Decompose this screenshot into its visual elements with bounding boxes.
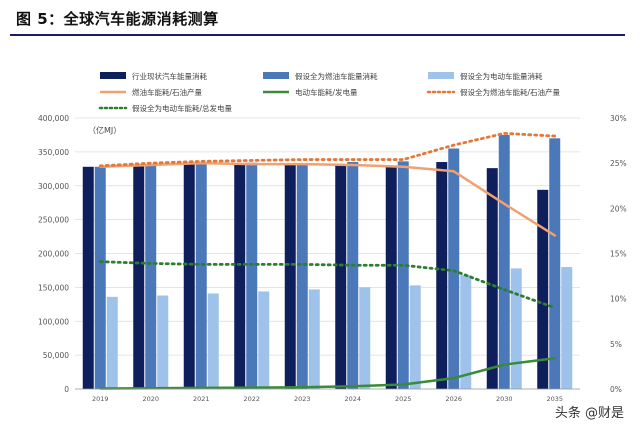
x-tick-label: 2026	[445, 395, 462, 403]
y2-tick-label: 25%	[610, 159, 627, 168]
bar	[385, 166, 397, 389]
bar	[94, 166, 106, 389]
x-tick-label: 2020	[142, 395, 159, 403]
bar	[234, 164, 246, 389]
legend-label: 电动车能耗/发电量	[295, 87, 358, 97]
bar	[510, 268, 522, 389]
y-tick-label: 400,000	[38, 114, 69, 123]
bar	[537, 189, 549, 389]
bar	[246, 162, 258, 389]
chart-legend: 行业现状汽车能量消耗 假设全为燃油车能量消耗 假设全为电动车能量消耗燃油车能耗/石油…	[98, 71, 561, 113]
legend-label: 假设全为电动车能耗/总发电量	[132, 103, 233, 113]
bar	[258, 291, 270, 389]
y-tick-label: 100,000	[38, 317, 69, 326]
series-line	[99, 357, 556, 390]
series-line	[98, 260, 557, 310]
bar	[106, 296, 118, 389]
bar	[82, 166, 94, 389]
bar	[207, 293, 219, 389]
bar	[460, 275, 472, 389]
y-tick-label: 350,000	[38, 148, 69, 157]
y-tick-label: 200,000	[38, 250, 69, 259]
bar	[409, 285, 421, 389]
watermark: 头条 @财是	[554, 406, 624, 421]
bar	[308, 289, 320, 389]
y-tick-label: 150,000	[38, 283, 69, 292]
legend-label: 假设全为电动车能量消耗	[460, 71, 543, 81]
y2-tick-label: 10%	[610, 295, 627, 304]
x-tick-label: 2022	[243, 395, 260, 403]
y-tick-label: 0	[64, 385, 69, 394]
bar	[296, 163, 308, 389]
legend-label: 行业现状汽车能量消耗	[132, 71, 207, 81]
legend-label: 假设全为燃油车能量消耗	[295, 71, 378, 81]
series-line	[99, 161, 556, 237]
legend-swatch	[100, 72, 126, 79]
chart-bars	[82, 134, 573, 389]
y2-tick-label: 30%	[610, 114, 627, 123]
bar	[133, 165, 145, 389]
legend-swatch	[263, 72, 289, 79]
y-tick-label: 50,000	[43, 351, 69, 360]
y2-tick-label: 15%	[610, 250, 627, 259]
bar	[284, 164, 296, 389]
x-tick-label: 2019	[92, 395, 109, 403]
bar	[157, 295, 169, 389]
y2-tick-label: 20%	[610, 204, 627, 213]
bar	[561, 267, 573, 389]
legend-swatch	[428, 72, 454, 79]
bar	[397, 161, 409, 389]
chart-axes: 0 50,000 100,000 150,000 200,000 250,000 300,0…	[38, 114, 627, 403]
y-tick-label: 250,000	[38, 216, 69, 225]
bar	[195, 162, 207, 389]
bar	[335, 165, 347, 389]
bar	[498, 134, 510, 389]
bar	[549, 138, 561, 389]
y2-tick-label: 5%	[610, 340, 622, 349]
y-tick-label: 300,000	[38, 182, 69, 191]
unit-label: （亿MJ）	[88, 125, 121, 135]
bar	[183, 164, 195, 389]
y2-tick-label: 0%	[610, 385, 622, 394]
bar	[448, 148, 460, 389]
x-tick-label: 2023	[294, 395, 311, 403]
chart-lines	[98, 131, 557, 390]
bar	[347, 162, 359, 389]
title-rule	[10, 34, 625, 36]
bar	[145, 164, 157, 389]
x-tick-label: 2025	[395, 395, 412, 403]
x-tick-label: 2030	[496, 395, 513, 403]
x-tick-label: 2024	[344, 395, 361, 403]
legend-label: 假设全为燃油车能耗/石油产量	[460, 87, 561, 97]
bar	[436, 162, 448, 389]
bar	[486, 168, 498, 389]
figure-title: 图 5：全球汽车能源消耗测算	[16, 10, 219, 28]
bar	[359, 287, 371, 389]
series-line	[98, 131, 557, 168]
legend-label: 燃油车能耗/石油产量	[132, 87, 203, 97]
x-tick-label: 2035	[546, 395, 563, 403]
x-tick-label: 2021	[193, 395, 210, 403]
